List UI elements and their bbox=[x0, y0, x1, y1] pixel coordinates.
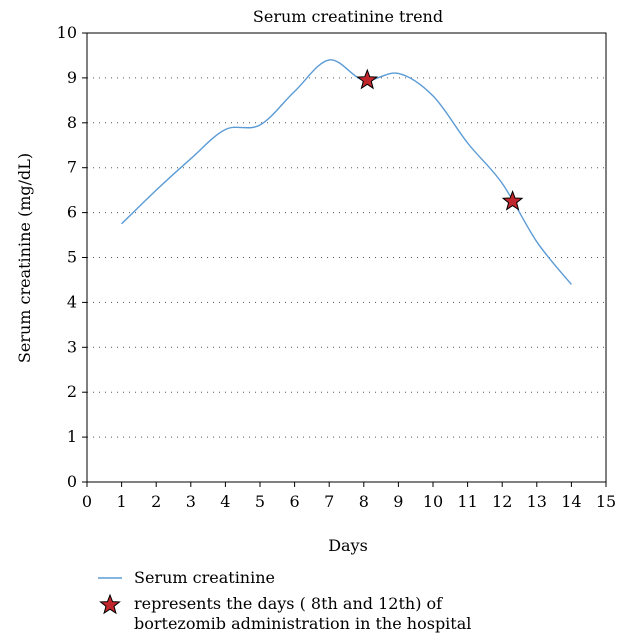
series-layer bbox=[121, 59, 572, 285]
marker-layer bbox=[356, 68, 524, 211]
y-tick-label: 9 bbox=[67, 68, 77, 87]
grid-lines bbox=[87, 77, 606, 438]
y-tick-label: 8 bbox=[67, 113, 77, 132]
x-tick-label: 7 bbox=[324, 492, 334, 511]
x-tick-label: 14 bbox=[561, 492, 581, 511]
x-tick-label: 13 bbox=[527, 492, 547, 511]
y-tick-label: 7 bbox=[67, 158, 77, 177]
x-axis-ticks: 0 1 2 3 4 5 6 7 8 9 10 11 12 13 14 15 bbox=[82, 482, 616, 511]
x-tick-label: 0 bbox=[82, 492, 92, 511]
y-axis-ticks: 0 1 2 3 4 5 6 7 8 9 10 bbox=[57, 23, 87, 491]
legend-marker-label-line2: bortezomib administration in the hospita… bbox=[134, 614, 471, 633]
x-tick-label: 4 bbox=[220, 492, 230, 511]
x-tick-label: 1 bbox=[117, 492, 127, 511]
legend-line-label: Serum creatinine bbox=[134, 568, 275, 587]
y-tick-label: 3 bbox=[67, 337, 77, 356]
legend-star-icon bbox=[99, 593, 121, 615]
y-tick-label: 2 bbox=[67, 382, 77, 401]
star-marker bbox=[356, 68, 379, 90]
y-tick-label: 10 bbox=[57, 23, 77, 42]
x-tick-label: 12 bbox=[492, 492, 512, 511]
x-tick-label: 11 bbox=[457, 492, 477, 511]
y-axis-label: Serum creatinine (mg/dL) bbox=[15, 153, 34, 363]
plot-frame bbox=[86, 32, 607, 483]
x-tick-label: 8 bbox=[359, 492, 369, 511]
x-tick-label: 15 bbox=[596, 492, 616, 511]
legend-marker-label-line1: represents the days ( 8th and 12th) of bbox=[134, 594, 443, 613]
x-tick-label: 3 bbox=[186, 492, 196, 511]
x-tick-label: 9 bbox=[393, 492, 403, 511]
x-axis-label: Days bbox=[328, 536, 368, 555]
x-tick-label: 2 bbox=[151, 492, 161, 511]
x-tick-label: 10 bbox=[423, 492, 443, 511]
star-marker bbox=[501, 189, 524, 211]
chart-title: Serum creatinine trend bbox=[253, 7, 443, 26]
y-tick-label: 1 bbox=[67, 427, 77, 446]
x-tick-label: 6 bbox=[290, 492, 300, 511]
legend: Serum creatinine represents the days ( 8… bbox=[98, 568, 471, 633]
y-tick-label: 6 bbox=[67, 203, 77, 222]
y-tick-label: 5 bbox=[67, 248, 77, 267]
x-tick-label: 5 bbox=[255, 492, 265, 511]
y-tick-label: 4 bbox=[67, 292, 77, 311]
y-tick-label: 0 bbox=[67, 472, 77, 491]
series-line-serum-creatinine bbox=[121, 59, 572, 285]
